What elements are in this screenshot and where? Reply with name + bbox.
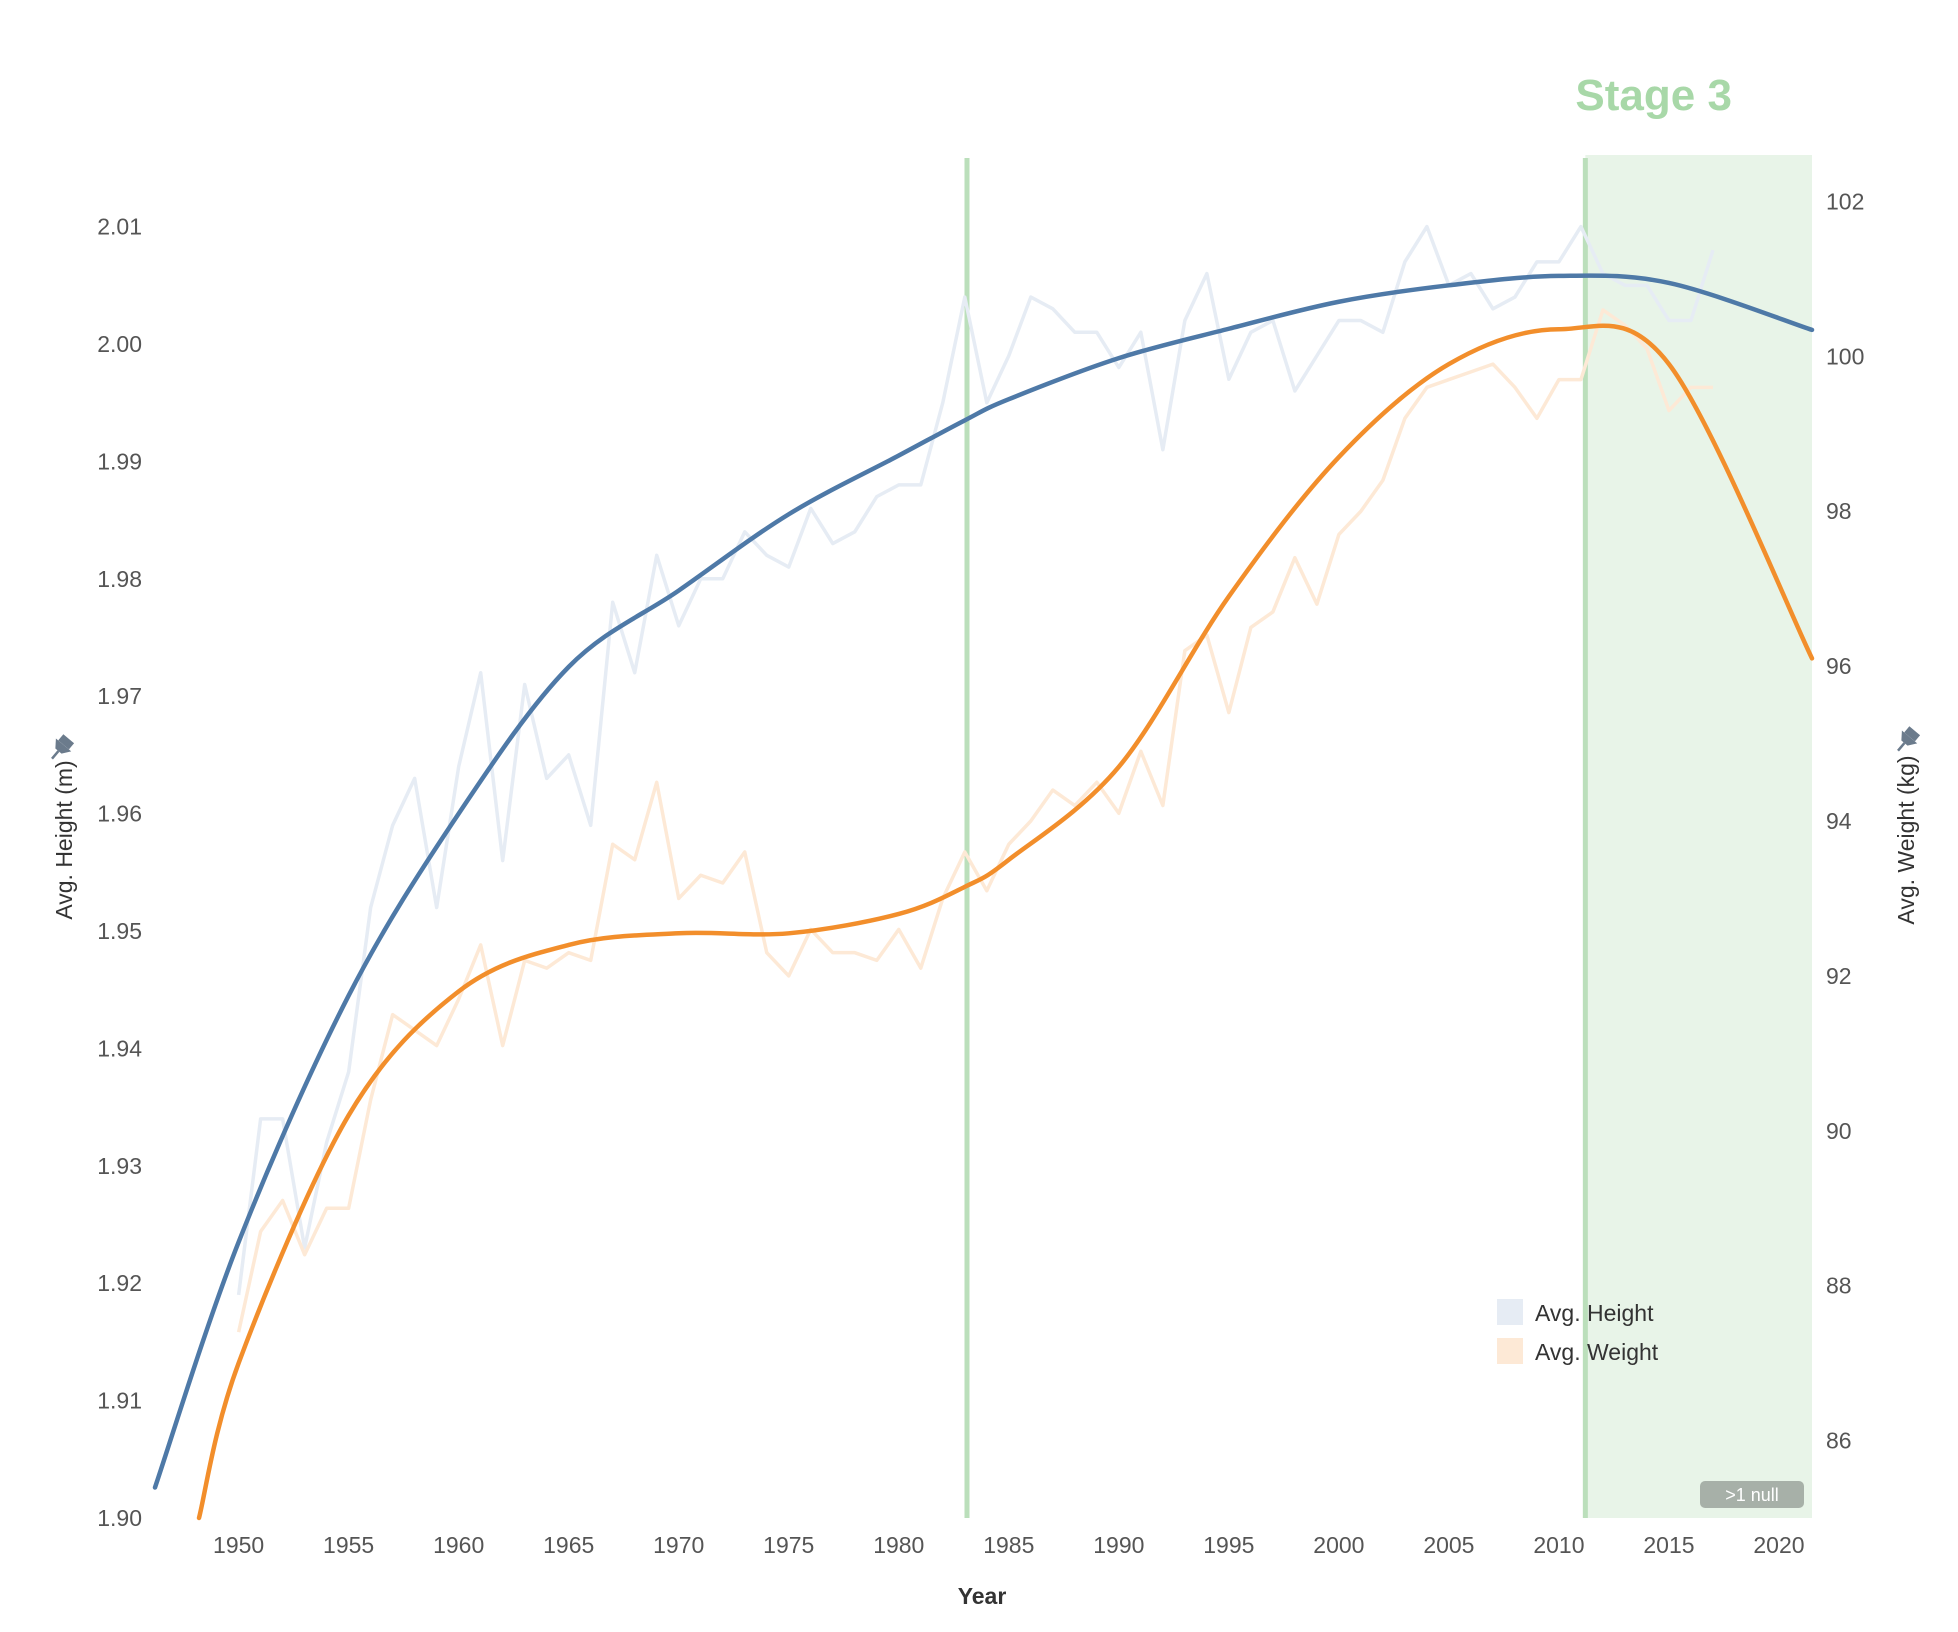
right-tick-label: 92 [1826, 963, 1852, 989]
left-tick-label: 1.91 [97, 1388, 142, 1414]
x-tick-label: 2015 [1643, 1532, 1694, 1558]
trend-series-layer [152, 273, 1815, 1521]
left-tick-label: 1.99 [97, 448, 142, 474]
x-tick-label: 2005 [1423, 1532, 1474, 1558]
null-indicator[interactable]: >1 null [1700, 1481, 1804, 1508]
x-tick-label: 2000 [1313, 1532, 1364, 1558]
x-tick-label: 1990 [1093, 1532, 1144, 1558]
right-tick-label: 88 [1826, 1273, 1852, 1299]
x-tick-label: 1975 [763, 1532, 814, 1558]
legend-swatch-weight[interactable] [1497, 1338, 1523, 1364]
x-tick-label: 2020 [1753, 1532, 1804, 1558]
left-tick-label: 2.00 [97, 331, 142, 357]
left-tick-label: 1.92 [97, 1270, 142, 1296]
left-tick-label: 1.93 [97, 1153, 142, 1179]
x-tick-label: 2010 [1533, 1532, 1584, 1558]
right-axis-ticks: 86 88 90 92 94 96 98 100 102 [1826, 188, 1864, 1453]
right-tick-label: 86 [1826, 1428, 1852, 1454]
series-line-height-trend[interactable] [152, 273, 1815, 1490]
legend: Avg. Height Avg. Weight [1497, 1299, 1659, 1365]
x-tick-label: 1955 [323, 1532, 374, 1558]
right-tick-label: 102 [1826, 188, 1864, 214]
legend-swatch-height[interactable] [1497, 1299, 1523, 1325]
legend-label-weight[interactable]: Avg. Weight [1535, 1339, 1659, 1365]
series-line-weight-raw[interactable] [236, 308, 1713, 1333]
left-tick-label: 1.98 [97, 566, 142, 592]
x-tick-label: 1995 [1203, 1532, 1254, 1558]
pin-icon[interactable] [1890, 724, 1922, 757]
right-tick-label: 90 [1826, 1118, 1852, 1144]
right-tick-label: 100 [1826, 343, 1864, 369]
left-axis-title: Avg. Height (m) [51, 760, 77, 919]
left-tick-label: 1.97 [97, 683, 142, 709]
stage-3-region [1585, 155, 1812, 1518]
right-tick-label: 96 [1826, 653, 1852, 679]
stage-3-label: Stage 3 [1575, 71, 1732, 120]
series-line-weight-trend[interactable] [196, 323, 1815, 1521]
x-tick-label: 1950 [213, 1532, 264, 1558]
x-tick-label: 1985 [983, 1532, 1034, 1558]
null-indicator-label[interactable]: >1 null [1725, 1485, 1779, 1505]
x-tick-label: 1965 [543, 1532, 594, 1558]
right-axis-title: Avg. Weight (kg) [1893, 755, 1919, 924]
left-tick-label: 1.95 [97, 918, 142, 944]
right-tick-label: 98 [1826, 498, 1852, 524]
x-tick-label: 1960 [433, 1532, 484, 1558]
right-tick-label: 94 [1826, 808, 1852, 834]
left-tick-label: 2.01 [97, 214, 142, 240]
left-tick-label: 1.90 [97, 1505, 142, 1531]
series-line-height-raw[interactable] [236, 224, 1715, 1296]
x-axis-ticks: 1950 1955 1960 1965 1970 1975 1980 1985 1990 1995… [213, 1532, 1805, 1558]
left-axis-ticks: 1.90 1.91 1.92 1.93 1.94 1.95 1.96 1.97 1.98 1.99… [97, 214, 142, 1531]
pin-icon[interactable] [44, 732, 76, 765]
legend-label-height[interactable]: Avg. Height [1535, 1300, 1654, 1326]
x-axis-title: Year [958, 1583, 1007, 1609]
left-tick-label: 1.94 [97, 1035, 142, 1061]
raw-series-layer [236, 224, 1715, 1333]
x-tick-label: 1970 [653, 1532, 704, 1558]
left-tick-label: 1.96 [97, 801, 142, 827]
x-tick-label: 1980 [873, 1532, 924, 1558]
